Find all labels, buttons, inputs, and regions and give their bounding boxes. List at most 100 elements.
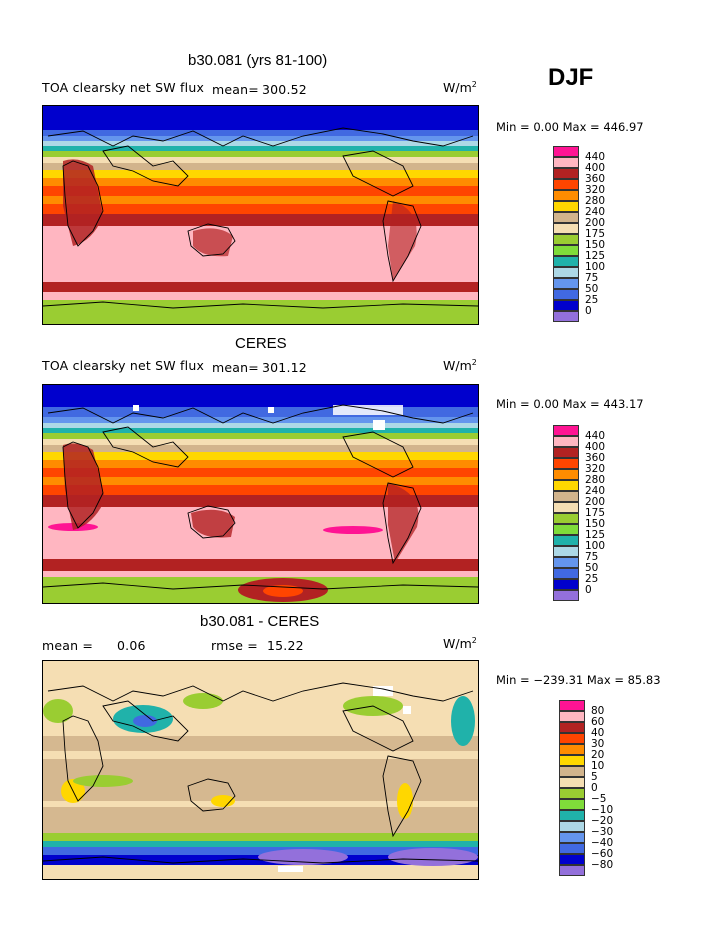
panel-3-mean-value: 0.06 xyxy=(117,638,146,653)
panel-3-colorbar-tick: −20 xyxy=(591,815,614,827)
panel-2-colorbar-tick: 360 xyxy=(585,452,606,464)
panel-3-colorbar-tick: −30 xyxy=(591,826,614,838)
panel-3-title: b30.081 - CERES xyxy=(200,613,320,630)
panel-3-colorbar-tick: −60 xyxy=(591,848,614,860)
panel-1-minmax: Min = 0.00 Max = 446.97 xyxy=(496,120,644,134)
panel-3-map xyxy=(42,660,479,880)
panel-2-title: CERES xyxy=(235,335,287,352)
panel-1-colorbar-tick: 200 xyxy=(585,217,606,229)
panel-1-colorbar-swatch xyxy=(553,201,579,212)
panel-2-colorbar-swatch xyxy=(553,469,579,480)
panel-2-colorbar-tick: 440 xyxy=(585,430,606,442)
panel-1-colorbar-swatch xyxy=(553,146,579,157)
panel-2-colorbar-tick: 50 xyxy=(585,562,599,574)
panel-1-colorbar-tick: 50 xyxy=(585,283,599,295)
panel-1-colorbar-tick: 360 xyxy=(585,173,606,185)
panel-1-colorbar-tick: 100 xyxy=(585,261,606,273)
panel-1-colorbar-swatch xyxy=(553,311,579,322)
panel-1-colorbar-tick: 175 xyxy=(585,228,606,240)
panel-3-colorbar-tick: 60 xyxy=(591,716,605,728)
panel-3-colorbar-swatch xyxy=(559,766,585,777)
panel-1-colorbar-swatch xyxy=(553,212,579,223)
panel-3-colorbar-tick: −40 xyxy=(591,837,614,849)
panel-2-colorbar-tick: 125 xyxy=(585,529,606,541)
panel-1-variable: TOA clearsky net SW flux xyxy=(42,80,205,95)
panel-1-colorbar-swatch xyxy=(553,168,579,179)
panel-2-colorbar-swatch xyxy=(553,458,579,469)
panel-2-mean-value: 301.12 xyxy=(262,360,307,375)
panel-3-colorbar-tick: 20 xyxy=(591,749,605,761)
panel-2-variable: TOA clearsky net SW flux xyxy=(42,358,205,373)
panel-3-colorbar-swatch xyxy=(559,821,585,832)
panel-1-title: b30.081 (yrs 81-100) xyxy=(188,52,328,69)
panel-3-colorbar-tick: 0 xyxy=(591,782,598,794)
panel-1-colorbar-swatch xyxy=(553,157,579,168)
panel-2-map-svg xyxy=(43,385,478,603)
panel-1-colorbar-swatch xyxy=(553,278,579,289)
panel-1-colorbar-tick: 150 xyxy=(585,239,606,251)
panel-1-colorbar-tick: 440 xyxy=(585,151,606,163)
panel-2-colorbar-swatch xyxy=(553,535,579,546)
panel-2-map xyxy=(42,384,479,604)
panel-3-colorbar-tick: 5 xyxy=(591,771,598,783)
panel-2-colorbar-tick: 150 xyxy=(585,518,606,530)
panel-1-colorbar-tick: 240 xyxy=(585,206,606,218)
panel-1-unit: W/m2 xyxy=(443,80,477,96)
panel-1-colorbar-tick: 25 xyxy=(585,294,599,306)
panel-1-colorbar-tick: 75 xyxy=(585,272,599,284)
panel-1-colorbar-swatch xyxy=(553,223,579,234)
panel-1-colorbar-swatch xyxy=(553,245,579,256)
panel-3-colorbar-swatch xyxy=(559,733,585,744)
panel-3-rmse-value: 15.22 xyxy=(267,638,304,653)
season-label: DJF xyxy=(548,64,594,91)
panel-1-colorbar-tick: 280 xyxy=(585,195,606,207)
panel-2-colorbar-swatch xyxy=(553,557,579,568)
panel-3-colorbar-tick: −5 xyxy=(591,793,607,805)
panel-2-unit: W/m2 xyxy=(443,358,477,374)
panel-2-colorbar-tick: 0 xyxy=(585,584,592,596)
panel-2-colorbar-tick: 100 xyxy=(585,540,606,552)
panel-3-map-svg xyxy=(43,661,478,879)
panel-3-colorbar-swatch xyxy=(559,777,585,788)
panel-3-colorbar-swatch xyxy=(559,865,585,876)
panel-2-colorbar-tick: 25 xyxy=(585,573,599,585)
panel-3-colorbar-tick: 80 xyxy=(591,705,605,717)
panel-2-colorbar-tick: 175 xyxy=(585,507,606,519)
panel-2-colorbar-swatch xyxy=(553,491,579,502)
panel-3-colorbar-tick: −80 xyxy=(591,859,614,871)
panel-3-colorbar-swatch xyxy=(559,744,585,755)
panel-3-colorbar-swatch xyxy=(559,810,585,821)
panel-3-minmax: Min = −239.31 Max = 85.83 xyxy=(496,673,661,687)
panel-3-colorbar-swatch xyxy=(559,854,585,865)
panel-1-colorbar-swatch xyxy=(553,267,579,278)
panel-2-colorbar-tick: 200 xyxy=(585,496,606,508)
panel-1-colorbar-swatch xyxy=(553,289,579,300)
panel-3-colorbar-tick: 10 xyxy=(591,760,605,772)
panel-3-colorbar-swatch xyxy=(559,755,585,766)
panel-2-colorbar-tick: 280 xyxy=(585,474,606,486)
panel-1-colorbar-tick: 0 xyxy=(585,305,592,317)
panel-2-colorbar-tick: 75 xyxy=(585,551,599,563)
panel-3-colorbar: 80 60 40 30 20 10 5 0 −5 −10 −20 −30 −40… xyxy=(559,700,639,876)
panel-1-colorbar-swatch xyxy=(553,179,579,190)
panel-3-colorbar-swatch xyxy=(559,700,585,711)
panel-2-colorbar-swatch xyxy=(553,502,579,513)
panel-1-colorbar-swatch xyxy=(553,256,579,267)
panel-2-colorbar-swatch xyxy=(553,447,579,458)
panel-3-colorbar-swatch xyxy=(559,722,585,733)
panel-1-colorbar-swatch xyxy=(553,190,579,201)
panel-1-colorbar-tick: 320 xyxy=(585,184,606,196)
panel-3-colorbar-swatch xyxy=(559,788,585,799)
panel-2-colorbar: 440 400 360 320 280 240 200 175 150 125 … xyxy=(553,425,633,601)
panel-3-colorbar-tick: 40 xyxy=(591,727,605,739)
panel-3-rmse-label: rmse = xyxy=(211,638,258,653)
panel-2-colorbar-tick: 320 xyxy=(585,463,606,475)
panel-1-map-svg xyxy=(43,106,478,324)
panel-2-colorbar-swatch xyxy=(553,568,579,579)
panel-2-colorbar-tick: 240 xyxy=(585,485,606,497)
panel-3-mean-label: mean = xyxy=(42,638,94,653)
panel-1-mean-label: mean= xyxy=(212,82,259,97)
panel-1-colorbar: 440 400 360 320 280 240 200 175 150 125 … xyxy=(553,146,633,322)
panel-3-colorbar-tick: −10 xyxy=(591,804,614,816)
panel-3-colorbar-tick: 30 xyxy=(591,738,605,750)
